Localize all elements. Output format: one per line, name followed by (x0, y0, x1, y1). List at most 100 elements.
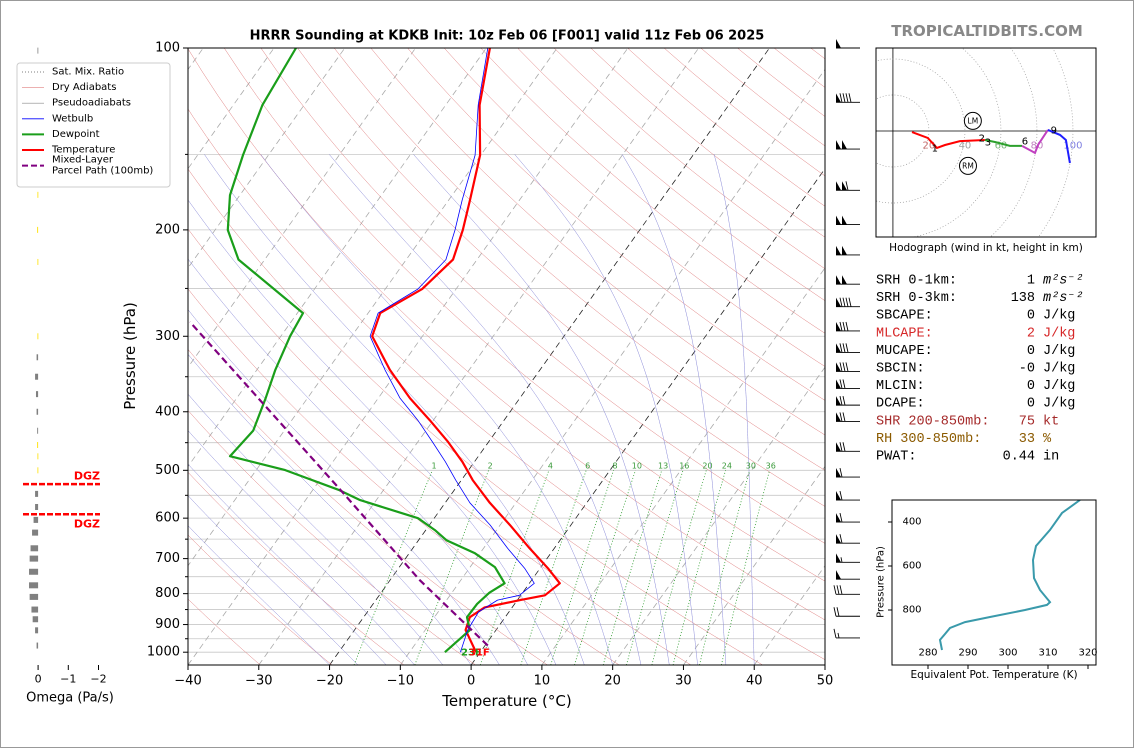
dry-adiabat (188, 348, 548, 665)
wind-barb (836, 362, 860, 372)
isotherm (400, 68, 825, 665)
hodo-frame (875, 47, 1097, 238)
y-axis-label: Pressure (hPa) (121, 302, 139, 410)
barb-flag (836, 553, 841, 563)
wind-barb (833, 585, 860, 595)
barb-line (842, 379, 846, 389)
dgz-label: DGZ (74, 518, 100, 531)
wind-barb (836, 396, 860, 406)
x-tick-label: 0 (467, 674, 475, 689)
omega-bar (30, 545, 39, 552)
stat-value: 33 (1019, 432, 1035, 447)
barb-flag (842, 275, 847, 285)
dry-adiabat (480, 48, 825, 334)
wind-barb (836, 343, 860, 353)
barb-line (842, 412, 846, 422)
wind-barb (836, 140, 860, 150)
dry-adiabat (260, 48, 825, 544)
hodo-ring-label: 60 (995, 140, 1008, 151)
omega-bar (37, 467, 39, 474)
thetae-x-tick-label: 300 (998, 648, 1017, 659)
barb-flag (836, 39, 841, 48)
wind-barb (836, 490, 860, 501)
omega-bar (35, 627, 39, 634)
x-tick-label: 30 (675, 674, 692, 689)
y-tick-label: 500 (155, 463, 180, 478)
moist-adiabat (413, 154, 670, 665)
legend-label: Sat. Mix. Ratio (52, 67, 124, 78)
stat-value: 2 (1027, 326, 1035, 341)
barb-flag (836, 321, 841, 331)
mixing-ratio-label: 2 (488, 462, 493, 471)
sounding-line (226, 48, 506, 654)
y-tick-label: 700 (155, 551, 180, 566)
stat-value: 0 (1027, 344, 1035, 359)
wind-barb (836, 215, 860, 226)
stat-label: MLCIN: (876, 379, 925, 394)
stat-label: SRH 0-1km: (876, 274, 957, 289)
barb-flag (836, 468, 841, 478)
thetae-y-tick-label: 800 (902, 605, 921, 616)
dry-adiabat (407, 48, 825, 401)
moist-adiabat (329, 154, 642, 665)
barb-line (845, 321, 849, 332)
legend-label: Dry Adiabats (52, 82, 116, 93)
stat-unit: J/kg (1043, 344, 1075, 359)
mixing-ratio-label: 24 (722, 462, 732, 471)
barb-line (839, 321, 843, 332)
wind-barb (833, 628, 860, 639)
hodo-trace (1047, 128, 1071, 164)
mixing-ratio-label: 4 (548, 462, 553, 471)
hodo-trace (984, 139, 1022, 147)
barb-flag (842, 245, 847, 255)
moist-adiabat (204, 154, 585, 665)
x-tick-label: −10 (387, 674, 414, 689)
barb-flag (836, 396, 841, 406)
dry-adiabat (188, 228, 692, 665)
hodo-ring (876, 58, 966, 204)
stat-value: 1 (1027, 274, 1035, 289)
y-tick-label: 900 (155, 617, 180, 632)
stat-unit: kt (1043, 414, 1059, 429)
stat-label: PWAT: (876, 450, 917, 465)
barb-line (842, 362, 846, 372)
barb-line (839, 93, 843, 103)
barb-flag (836, 491, 841, 501)
omega-bar (37, 427, 39, 434)
moist-adiabat (188, 353, 472, 665)
barb-line (839, 490, 843, 501)
thetae-x-tick-label: 280 (918, 648, 937, 659)
x-tick-label: 10 (534, 674, 551, 689)
omega-bar (33, 516, 39, 523)
legend-box (16, 62, 171, 188)
moist-adiabat (188, 430, 415, 665)
x-tick-label: −30 (245, 674, 272, 689)
mixing-ratio-label: 1 (432, 462, 437, 471)
omega-bar (35, 373, 39, 380)
barb-line (848, 297, 852, 307)
hodo-trace (1021, 129, 1049, 155)
legend-label: Parcel Path (100mb) (52, 166, 153, 177)
wind-barb (836, 534, 860, 544)
stat-value: 75 (1019, 414, 1035, 429)
isotherm (188, 48, 487, 468)
hodo-ring (989, 48, 1038, 237)
omega-bar (37, 191, 39, 198)
omega-tick-label: −1 (60, 673, 76, 686)
thetae-line (938, 500, 1081, 651)
plot-frame (187, 47, 826, 666)
barb-half (840, 557, 843, 563)
hodo-height-label: 3 (985, 138, 991, 149)
omega-bar (35, 490, 39, 497)
isotherm (188, 48, 346, 269)
omega-bar (29, 568, 39, 575)
omega-tick-label: −2 (90, 673, 106, 686)
moist-adiabat (188, 463, 387, 665)
barb-line (839, 412, 843, 422)
barb-line (839, 585, 843, 595)
isotherm (188, 48, 558, 567)
dry-adiabat (188, 108, 825, 660)
barb-line (842, 321, 846, 332)
thetae-x-tick-label: 290 (958, 648, 977, 659)
wind-barb (836, 93, 860, 103)
